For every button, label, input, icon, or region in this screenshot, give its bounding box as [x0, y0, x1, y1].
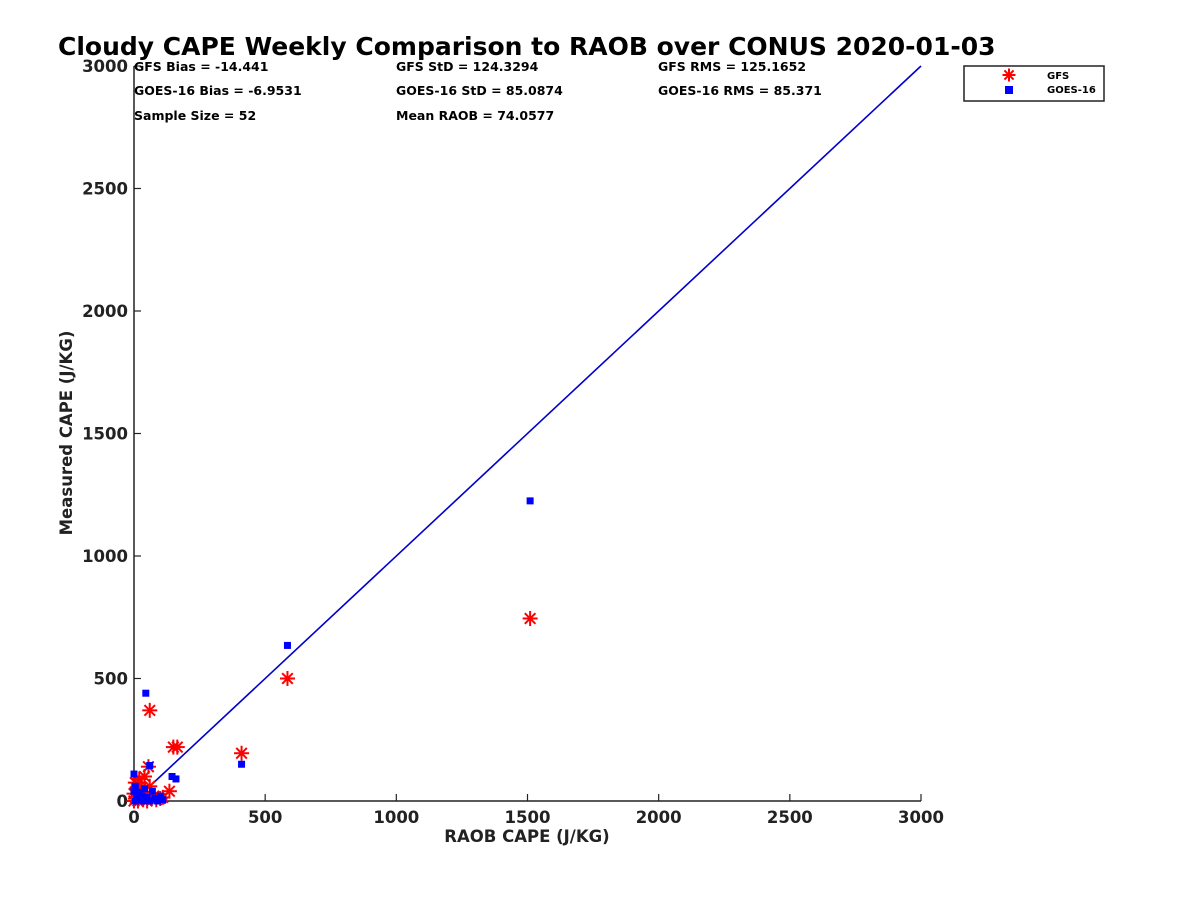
goes16-point	[148, 787, 156, 795]
y-tick-label: 1500	[82, 425, 128, 444]
goes16-point	[168, 773, 176, 780]
legend-goes-marker	[1005, 86, 1013, 94]
one-to-one-reference-line	[133, 65, 922, 802]
x-tick-label: 1000	[373, 808, 419, 827]
y-tick-label: 3000	[82, 57, 128, 76]
gfs-point	[279, 671, 295, 686]
goes16-point	[146, 761, 154, 769]
x-tick-label: 500	[248, 808, 282, 827]
series-goes16	[130, 497, 534, 805]
x-tick-label: 3000	[898, 808, 944, 827]
series-gfs	[126, 610, 538, 809]
goes16-point	[159, 796, 167, 804]
goes16-point	[139, 797, 147, 805]
goes16-point	[131, 782, 139, 790]
legend-gfs-marker	[1002, 68, 1016, 82]
x-axis-label: RAOB CAPE (J/KG)	[444, 827, 609, 846]
y-tick-label: 500	[94, 670, 128, 689]
goes16-point	[172, 775, 180, 783]
chart-title: Cloudy CAPE Weekly Comparison to RAOB ov…	[58, 32, 996, 61]
statistics-block: GFS Bias = -14.441 GOES-16 Bias = -6.953…	[134, 59, 822, 123]
goes16-point	[526, 497, 534, 505]
stat-gfs-bias: GFS Bias = -14.441	[134, 59, 268, 74]
legend: GFS GOES-16	[963, 65, 1105, 102]
gfs-point	[169, 739, 185, 755]
goes16-point	[146, 797, 154, 805]
goes16-point	[135, 796, 143, 804]
gfs-point	[522, 610, 538, 626]
stat-gfs-rms: GFS RMS = 125.1652	[658, 59, 806, 74]
y-tick-label: 2000	[82, 302, 128, 321]
goes16-point	[238, 760, 246, 768]
stat-goes-rms: GOES-16 RMS = 85.371	[658, 83, 822, 98]
y-tick-label: 0	[117, 792, 128, 811]
goes16-point	[143, 793, 151, 801]
x-tick-label: 2500	[767, 808, 813, 827]
legend-gfs-asterisk	[1002, 68, 1016, 82]
gfs-point	[234, 745, 250, 761]
stat-sample-size: Sample Size = 52	[134, 108, 256, 123]
x-tick-label: 0	[128, 808, 139, 827]
goes16-point	[142, 689, 150, 697]
goes16-point	[154, 797, 162, 805]
stat-mean-raob: Mean RAOB = 74.0577	[396, 108, 554, 123]
goes16-point	[138, 792, 146, 800]
stat-goes-std: GOES-16 StD = 85.0874	[396, 83, 563, 98]
gfs-point	[142, 702, 158, 718]
goes16-point	[156, 792, 164, 800]
goes16-point	[283, 641, 291, 649]
x-tick-label: 2000	[636, 808, 682, 827]
y-axis-ticks: 0 500 1000 1500 2000 2500 3000	[82, 57, 141, 811]
legend-gfs-label: GFS	[1047, 71, 1069, 82]
stat-goes-bias: GOES-16 Bias = -6.9531	[134, 83, 302, 98]
goes16-point	[130, 770, 138, 778]
legend-goes-label: GOES-16	[1047, 85, 1096, 96]
goes16-point	[135, 788, 143, 796]
x-tick-label: 1500	[505, 808, 551, 827]
goes16-point	[130, 787, 138, 795]
goes16-point	[133, 792, 141, 800]
goes16-point	[131, 797, 139, 805]
stat-gfs-std: GFS StD = 124.3294	[396, 59, 539, 74]
x-axis-ticks: 0 500 1000 1500 2000 2500 3000	[128, 794, 944, 827]
goes16-point	[140, 785, 148, 793]
y-axis-label: Measured CAPE (J/KG)	[57, 331, 76, 536]
legend-box	[963, 65, 1105, 102]
y-tick-label: 2500	[82, 180, 128, 199]
y-tick-label: 1000	[82, 547, 128, 566]
